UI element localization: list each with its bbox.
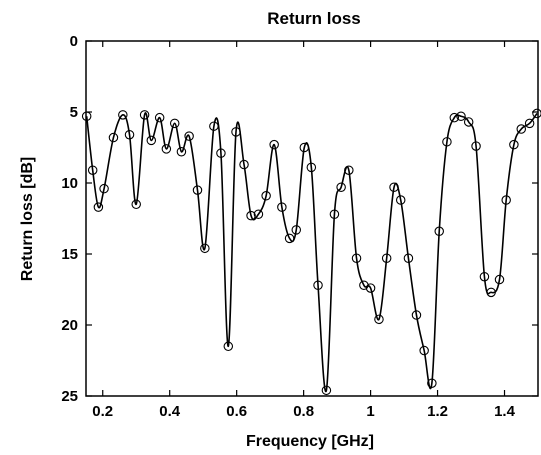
data-point (359, 280, 369, 290)
x-axis-ticks: 0.2 0.4 0.6 0.8 1 1.2 1.4 (92, 41, 516, 420)
data-point (419, 345, 429, 356)
y-tick-label: 15 (61, 246, 78, 263)
y-tick-label: 25 (61, 388, 78, 405)
data-point (239, 159, 249, 170)
data-point (93, 202, 104, 212)
data-point (139, 110, 150, 120)
x-tick-label: 0.4 (159, 403, 181, 420)
y-tick-label: 0 (70, 33, 78, 50)
data-point (161, 144, 172, 154)
data-point (87, 165, 98, 175)
data-point (209, 121, 219, 131)
data-point (306, 162, 317, 173)
data-point (169, 118, 180, 129)
data-point (313, 280, 323, 290)
data-point (277, 202, 287, 212)
plot-frame (85, 40, 539, 397)
data-point (131, 199, 141, 210)
data-point (321, 385, 332, 396)
data-point (99, 183, 109, 194)
data-point (261, 191, 271, 201)
data-point (246, 210, 256, 221)
data-point (479, 271, 490, 282)
data-point (411, 310, 422, 320)
data-point (524, 118, 535, 129)
data-point (118, 110, 128, 120)
data-point (509, 139, 519, 150)
data-point (395, 195, 406, 205)
data-point (442, 137, 452, 147)
x-tick-label: 1.2 (427, 403, 448, 420)
data-point (81, 111, 92, 122)
data-point (291, 225, 302, 235)
data-point (456, 111, 466, 122)
data-point (269, 139, 279, 150)
data-point (471, 141, 481, 151)
data-point (124, 129, 135, 140)
data-point (223, 341, 234, 352)
data-point (434, 226, 444, 237)
data-point (336, 182, 346, 193)
data-point (427, 378, 437, 388)
data-point (494, 274, 505, 285)
data-point (381, 253, 392, 264)
data-point (108, 132, 119, 143)
data-point (329, 209, 340, 219)
data-point (449, 112, 460, 123)
data-point (374, 314, 384, 325)
data-point (231, 127, 241, 137)
chart-title: Return loss (267, 9, 361, 28)
data-point (200, 243, 210, 254)
data-point (501, 195, 511, 205)
y-tick-label: 20 (61, 317, 78, 334)
x-tick-label: 0.8 (293, 403, 314, 420)
series-group (81, 108, 541, 396)
data-point (176, 147, 187, 157)
data-point (365, 283, 376, 293)
data-point (463, 117, 474, 127)
x-tick-label: 1 (366, 403, 374, 420)
data-point (184, 131, 194, 141)
x-tick-label: 0.6 (226, 403, 247, 420)
data-point (216, 148, 226, 158)
data-point (344, 165, 354, 175)
data-point (192, 185, 203, 195)
series-line (86, 112, 538, 393)
data-point (389, 182, 399, 193)
data-point (154, 112, 165, 123)
plot-border (85, 40, 539, 397)
y-tick-label: 5 (70, 104, 78, 121)
data-point (284, 233, 295, 244)
x-tick-label: 0.2 (92, 403, 113, 420)
data-point (532, 108, 541, 119)
y-axis-ticks: 0 5 10 15 20 25 (61, 33, 538, 405)
data-point (516, 124, 527, 134)
x-tick-label: 1.4 (494, 403, 516, 420)
data-point (253, 209, 264, 219)
data-point (146, 135, 157, 146)
data-point (351, 253, 362, 264)
x-axis-label: Frequency [GHz] (246, 433, 374, 450)
data-point (486, 287, 496, 298)
y-tick-label: 10 (61, 175, 78, 192)
data-point (299, 142, 310, 153)
data-point (403, 253, 414, 264)
y-axis-label: Return loss [dB] (19, 157, 36, 281)
